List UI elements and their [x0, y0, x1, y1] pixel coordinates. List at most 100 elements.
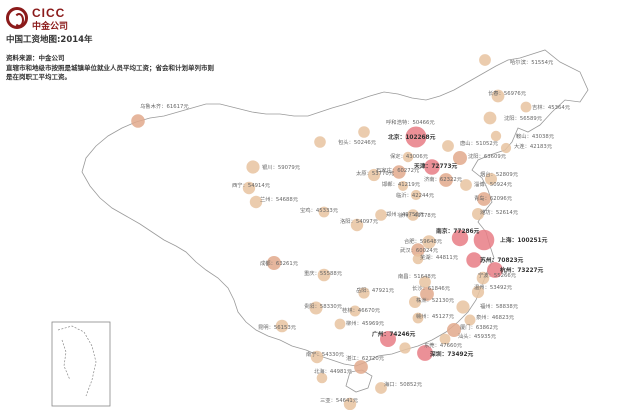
city-label: 苏州：70823元 [480, 256, 524, 264]
city-label: 包头：50246元 [338, 138, 377, 146]
city-label: 邯郸：41219元 [382, 180, 421, 188]
city-label: 贵阳：58330元 [304, 302, 343, 310]
city-bubble [407, 209, 419, 221]
city-label: 宁波：55266元 [478, 271, 517, 279]
city-label: 徐州：49778元 [398, 211, 437, 219]
city-bubble [392, 165, 406, 179]
city-bubble [314, 136, 326, 148]
city-label: 青岛：62096元 [474, 194, 513, 202]
cicc-emblem-icon [6, 7, 28, 29]
city-bubble [249, 195, 263, 209]
city-bubble [500, 142, 512, 154]
city-bubble [399, 342, 411, 354]
city-bubble [398, 181, 408, 191]
city-label: 三亚：54641元 [320, 397, 359, 404]
city-bubbles [131, 54, 532, 410]
city-label: 昆明：56153元 [258, 324, 297, 331]
city-bubble [451, 229, 469, 247]
city-bubble [405, 126, 427, 148]
city-label: 南京：77286元 [436, 227, 480, 235]
city-label: 海口：50852元 [384, 380, 423, 388]
city-bubble [131, 114, 145, 128]
city-label: 温州：53492元 [474, 283, 513, 291]
city-bubble [447, 323, 461, 337]
map-title: 中国工资地图:2014年 [6, 35, 93, 45]
city-label: 北京：102268元 [388, 133, 436, 141]
city-bubble [411, 243, 425, 257]
city-bubble [453, 151, 467, 165]
city-label: 大连：42183元 [514, 142, 553, 150]
city-bubble [464, 314, 476, 326]
city-bubble [419, 276, 431, 288]
city-label: 上海：100251元 [500, 236, 548, 244]
city-label: 芜湖：44811元 [420, 253, 459, 261]
city-bubble [358, 126, 370, 138]
logo-cn: 中金公司 [32, 22, 69, 32]
city-bubble [334, 318, 346, 330]
city-label: 烟台：52809元 [480, 170, 519, 178]
city-bubble [490, 130, 502, 142]
city-bubble [375, 382, 387, 394]
city-bubble [402, 151, 414, 163]
city-label: 重庆：55588元 [304, 269, 343, 277]
city-label: 太原：53770元 [356, 169, 395, 177]
city-bubble [477, 192, 491, 206]
city-bubble [471, 285, 485, 299]
city-bubble [354, 360, 368, 374]
city-label: 深圳：73492元 [430, 350, 474, 358]
city-bubble [439, 173, 453, 187]
city-bubble [424, 159, 440, 175]
city-label: 吉林：45364元 [532, 103, 571, 111]
city-label: 湛江：62720元 [346, 355, 385, 362]
city-bubble [316, 372, 328, 384]
city-label: 济南：62322元 [424, 175, 463, 183]
city-label: 柳州：45969元 [346, 319, 385, 327]
city-bubble [343, 397, 357, 410]
city-label: 长春：56976元 [488, 89, 527, 97]
city-label: 岳阳：47921元 [356, 286, 395, 294]
city-bubble [412, 253, 424, 265]
logo-en: CICC [32, 6, 66, 20]
city-label: 西宁：54914元 [232, 181, 271, 189]
city-bubble [412, 312, 424, 324]
city-bubble [309, 301, 323, 315]
city-label: 广州：74246元 [372, 330, 416, 338]
city-label: 洛阳：54097元 [340, 217, 379, 225]
city-bubble [380, 331, 396, 347]
city-label: 临沂：42244元 [396, 191, 435, 199]
method-note-line2: 是在岗职工平均工资。 [6, 73, 71, 81]
city-bubble [375, 209, 387, 221]
china-outline [81, 49, 589, 393]
city-bubble [456, 300, 470, 314]
city-bubble [420, 287, 434, 301]
city-bubble [460, 179, 472, 191]
city-label: 沈阳：63609元 [468, 152, 507, 160]
city-bubble [358, 287, 370, 299]
city-label: 潍坊：52614元 [480, 208, 519, 216]
city-bubble [246, 160, 260, 174]
city-bubble [442, 140, 454, 152]
city-bubble [317, 268, 331, 282]
city-bubble [267, 256, 281, 270]
city-bubble [417, 345, 433, 361]
city-label: 汕头：45935元 [458, 332, 497, 340]
city-label: 天津：72773元 [414, 162, 458, 170]
city-label: 郑州：49756元 [386, 210, 425, 218]
city-label: 桂林：46670元 [342, 306, 381, 314]
city-bubble [367, 168, 381, 182]
city-label: 哈尔滨：51554元 [510, 58, 554, 66]
city-bubble [242, 181, 256, 195]
city-label: 南宁：54330元 [306, 350, 345, 358]
city-bubble [472, 208, 484, 220]
city-label: 东莞：47660元 [424, 341, 463, 349]
city-label: 成都：63261元 [260, 259, 299, 267]
city-label: 银川：59079元 [262, 163, 301, 171]
city-label: 石家庄：60272元 [376, 166, 420, 174]
city-label: 长沙：61846元 [412, 284, 451, 292]
city-label: 泉州：46823元 [476, 313, 515, 321]
city-label: 赣州：45127元 [416, 312, 455, 320]
city-label: 南昌：51648元 [398, 272, 437, 280]
city-label: 厦门：63862元 [460, 323, 499, 331]
city-bubble [466, 252, 482, 268]
